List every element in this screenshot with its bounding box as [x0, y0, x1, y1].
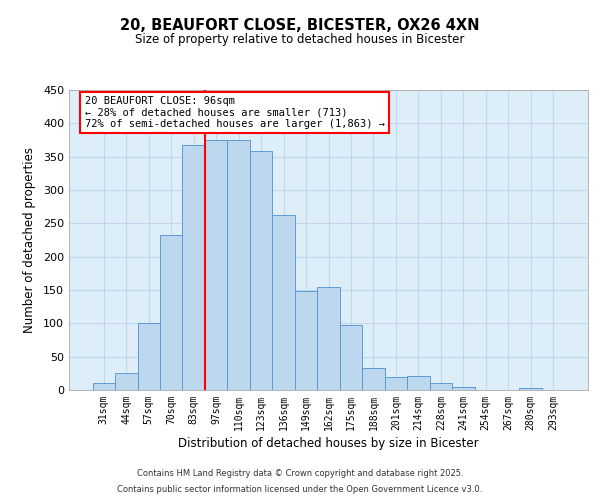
Bar: [295, 292, 317, 390]
Y-axis label: Number of detached properties: Number of detached properties: [23, 147, 36, 333]
Bar: [520, 388, 542, 390]
Bar: [115, 374, 137, 390]
Bar: [272, 216, 295, 390]
Bar: [407, 376, 430, 390]
Bar: [92, 384, 115, 390]
Bar: [430, 384, 452, 390]
Text: Contains public sector information licensed under the Open Government Licence v3: Contains public sector information licen…: [118, 485, 482, 494]
Text: 20 BEAUFORT CLOSE: 96sqm
← 28% of detached houses are smaller (713)
72% of semi-: 20 BEAUFORT CLOSE: 96sqm ← 28% of detach…: [85, 96, 385, 129]
X-axis label: Distribution of detached houses by size in Bicester: Distribution of detached houses by size …: [178, 437, 479, 450]
Bar: [227, 140, 250, 390]
Bar: [250, 152, 272, 390]
Text: 20, BEAUFORT CLOSE, BICESTER, OX26 4XN: 20, BEAUFORT CLOSE, BICESTER, OX26 4XN: [120, 18, 480, 32]
Bar: [317, 286, 340, 390]
Bar: [160, 236, 182, 390]
Bar: [182, 144, 205, 390]
Text: Size of property relative to detached houses in Bicester: Size of property relative to detached ho…: [136, 32, 464, 46]
Bar: [205, 140, 227, 390]
Bar: [137, 324, 160, 390]
Text: Contains HM Land Registry data © Crown copyright and database right 2025.: Contains HM Land Registry data © Crown c…: [137, 468, 463, 477]
Bar: [362, 368, 385, 390]
Bar: [452, 386, 475, 390]
Bar: [385, 376, 407, 390]
Bar: [340, 326, 362, 390]
